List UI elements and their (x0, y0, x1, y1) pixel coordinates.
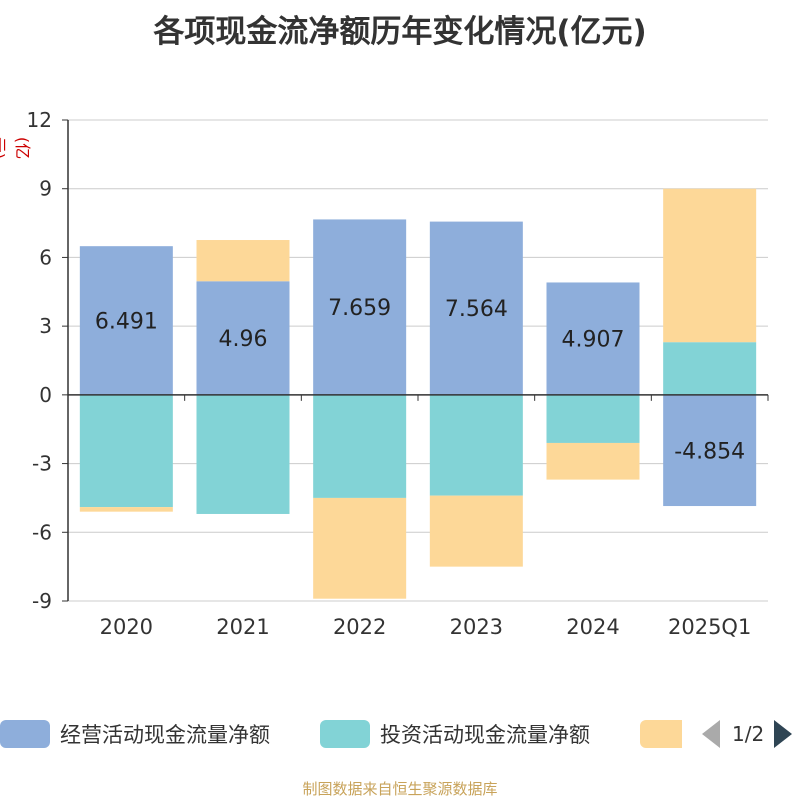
legend-item-financing[interactable] (640, 716, 682, 752)
data-label: 7.659 (328, 296, 391, 321)
data-label: 6.491 (95, 310, 158, 335)
data-label: 4.96 (219, 327, 268, 352)
bar-financing-2021 (196, 240, 290, 282)
bar-investing-2022 (313, 394, 407, 498)
legend-item-investing[interactable]: 投资活动现金流量净额 (320, 716, 590, 752)
x-tick-label: 2020 (100, 615, 153, 639)
y-tick-label: 12 (27, 108, 52, 132)
x-tick-label: 2023 (450, 615, 503, 639)
chart-title: 各项现金流净额历年变化情况(亿元) (153, 14, 647, 50)
bar-investing-2023 (429, 394, 523, 496)
x-tick-label: 2025Q1 (668, 615, 751, 639)
bar-operating-2021 (196, 281, 290, 395)
data-label: 4.907 (562, 328, 625, 353)
data-source-note: 制图数据来自恒生聚源数据库 (302, 780, 498, 798)
legend-label-investing: 投资活动现金流量净额 (380, 723, 590, 747)
x-tick-label: 2021 (216, 615, 269, 639)
y-tick-label: 3 (39, 314, 52, 338)
bar-financing-2020 (79, 507, 173, 512)
legend-prev-arrow-icon[interactable] (702, 720, 720, 748)
legend-page-indicator: 1/2 (732, 722, 765, 746)
bar-operating-2023 (429, 221, 523, 395)
legend-swatch-operating (0, 720, 50, 748)
bar-operating-2025Q1 (663, 394, 757, 507)
bar-financing-2022 (313, 497, 407, 599)
y-tick-label: -9 (32, 589, 52, 613)
bar-financing-2023 (429, 495, 523, 567)
legend-swatch-financing (640, 720, 682, 748)
bar-investing-2025Q1 (663, 342, 757, 395)
bar-financing-2024 (546, 442, 640, 480)
legend-item-operating[interactable]: 经营活动现金流量净额 (0, 716, 270, 752)
x-tick-label: 2024 (566, 615, 619, 639)
legend: 经营活动现金流量净额 投资活动现金流量净额 1/2 (0, 716, 800, 752)
legend-swatch-investing (320, 720, 370, 748)
bar-investing-2024 (546, 394, 640, 443)
x-tick-label: 2022 (333, 615, 386, 639)
bar-operating-2022 (313, 219, 407, 395)
y-tick-label: 9 (39, 177, 52, 201)
bar-investing-2021 (196, 394, 290, 514)
y-tick-label: 0 (39, 383, 52, 407)
data-label: 7.564 (445, 297, 508, 322)
y-tick-label: -3 (32, 452, 52, 476)
y-tick-label: -6 (32, 520, 52, 544)
legend-next-arrow-icon[interactable] (774, 720, 793, 748)
y-tick-label: 6 (39, 245, 52, 269)
bar-investing-2020 (79, 394, 173, 508)
bar-financing-2025Q1 (663, 188, 757, 343)
bar-operating-2024 (546, 282, 640, 395)
legend-label-operating: 经营活动现金流量净额 (60, 723, 270, 747)
bar-operating-2020 (79, 246, 173, 395)
stacked-bar-chart: 12 9 6 3 0 -3 -6 -9 6.491 4.96 7.659 7.564 4.907 -4.8… (27, 108, 769, 639)
data-label: -4.854 (674, 439, 745, 464)
legend-pager: 1/2 (700, 716, 800, 752)
